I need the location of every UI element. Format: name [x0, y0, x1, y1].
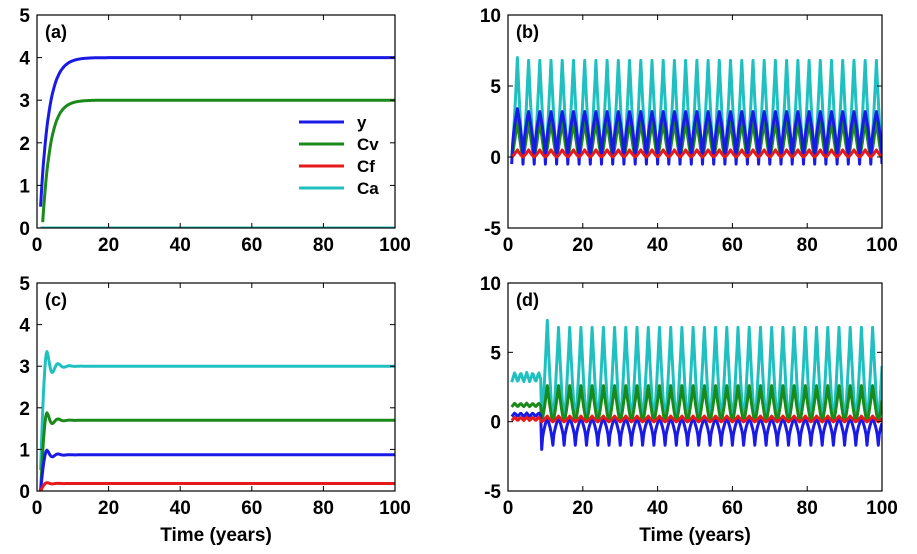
series-line-y: [510, 411, 882, 451]
x-tick-label: 100: [379, 498, 411, 519]
y-tick-label: 2: [19, 399, 30, 420]
y-tick-label: 3: [19, 357, 30, 378]
x-tick-label: 40: [647, 235, 668, 256]
y-tick-label: 5: [19, 274, 30, 295]
x-tick-label: 80: [797, 498, 818, 519]
x-tick-label: 100: [866, 235, 898, 256]
series-line-cf: [510, 148, 882, 159]
x-tick-label: 100: [866, 498, 898, 519]
legend-label-cf: Cf: [357, 157, 375, 176]
axes-frame: [507, 14, 883, 229]
y-tick-label: -5: [484, 482, 501, 503]
y-tick-label: 5: [490, 343, 501, 364]
panel-a: 0 20 40 60 80 100 0 1 2 3 4 5 (a) y Cv Cf Ca: [19, 6, 410, 256]
plot-area: [510, 56, 882, 166]
y-tick-label: 10: [480, 6, 501, 27]
x-tick-label: 80: [797, 235, 818, 256]
x-tick-label: 60: [241, 235, 262, 256]
y-tick-label: 4: [19, 316, 30, 337]
y-tick-label: 4: [19, 49, 30, 70]
plot-area: [39, 350, 395, 491]
series-line-cf: [510, 414, 882, 424]
x-tick-label: 60: [241, 498, 262, 519]
x-tick-label: 80: [313, 498, 334, 519]
y-tick-label: 2: [19, 134, 30, 155]
y-tick-label: 0: [490, 413, 501, 434]
plot-area: [39, 56, 395, 228]
y-tick-label: 0: [19, 219, 30, 240]
x-tick-label: 40: [647, 498, 668, 519]
panel-label: (b): [516, 22, 539, 42]
y-tick-label: 5: [19, 6, 30, 27]
y-tick-label: -5: [484, 219, 501, 240]
y-tick-label: 1: [19, 440, 30, 461]
x-axis-title: Time (years): [160, 525, 272, 546]
legend-label-y: y: [357, 113, 367, 132]
series-line-ca: [510, 56, 882, 159]
series-line-ca: [510, 318, 882, 424]
y-tick-label: 5: [490, 77, 501, 98]
legend-label-cv: Cv: [357, 135, 379, 154]
panel-label: (a): [45, 22, 67, 42]
x-tick-label: 60: [722, 235, 743, 256]
x-tick-label: 60: [722, 498, 743, 519]
legend: y Cv Cf Ca: [299, 113, 379, 198]
series-line-cf: [39, 481, 395, 491]
x-tick-label: 0: [503, 235, 514, 256]
axes-frame: [507, 282, 883, 492]
axes-frame: [36, 14, 396, 229]
legend-label-ca: Ca: [357, 179, 379, 198]
x-axis-title: Time (years): [639, 525, 751, 546]
series-line-ca: [39, 350, 395, 471]
x-tick-label: 80: [313, 235, 334, 256]
y-tick-label: 0: [490, 148, 501, 169]
series-line-cv: [39, 411, 395, 491]
y-tick-label: 0: [19, 482, 30, 503]
x-tick-label: 20: [572, 235, 593, 256]
x-tick-label: 20: [98, 235, 119, 256]
series-line-y: [510, 107, 882, 166]
x-tick-label: 20: [98, 498, 119, 519]
x-tick-label: 100: [379, 235, 411, 256]
series-line-y: [39, 56, 395, 207]
plot-area: [510, 318, 882, 451]
series-line-y: [39, 448, 395, 491]
axes-frame: [36, 282, 396, 492]
y-tick-label: 3: [19, 91, 30, 112]
x-tick-label: 0: [32, 235, 43, 256]
x-tick-label: 0: [32, 498, 43, 519]
x-tick-label: 40: [170, 235, 191, 256]
y-tick-label: 1: [19, 176, 30, 197]
series-line-cv: [510, 384, 882, 424]
series-line-cv: [41, 98, 395, 223]
y-tick-label: 10: [480, 274, 501, 295]
panel-label: (d): [516, 290, 539, 310]
panel-c: 0 20 40 60 80 100 0 1 2 3 4 5 (c) Time (years): [19, 274, 410, 546]
x-tick-label: 0: [503, 498, 514, 519]
x-tick-label: 20: [572, 498, 593, 519]
panel-label: (c): [45, 290, 67, 310]
x-tick-label: 40: [170, 498, 191, 519]
